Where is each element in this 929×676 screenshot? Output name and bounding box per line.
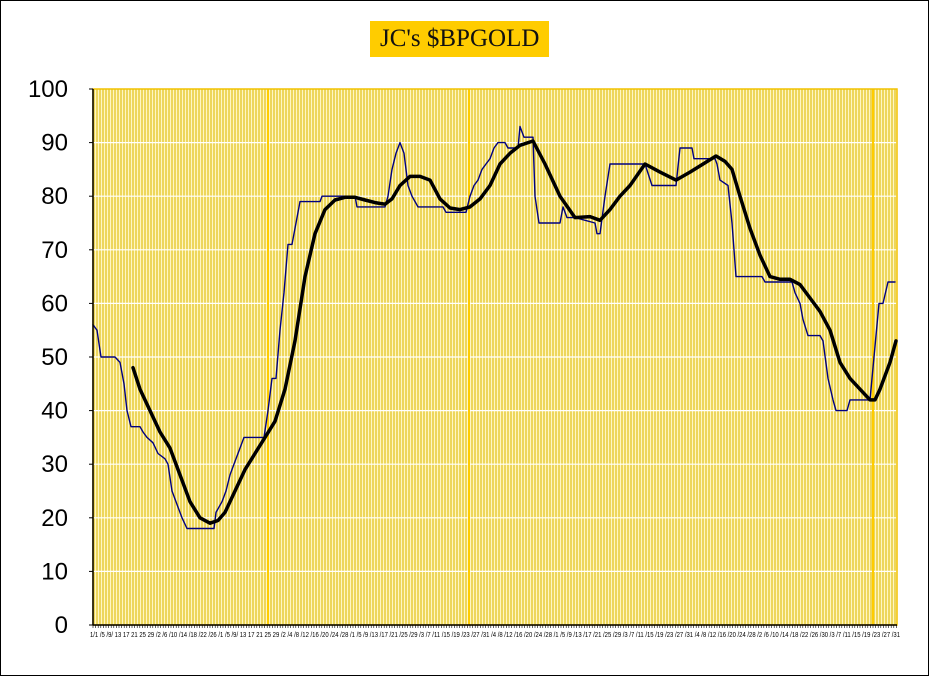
series-line-step <box>92 125 896 530</box>
y-tick-label: 80 <box>41 183 68 210</box>
y-tick-label: 30 <box>41 451 68 478</box>
y-tick-label: 40 <box>41 398 68 425</box>
chart-title: JC's $BPGOLD <box>370 21 550 57</box>
y-tick-label: 10 <box>41 558 68 585</box>
y-tick-label: 100 <box>28 76 68 103</box>
x-tick-labels: 1/1 /5 /9/ 13 17 21 25 29 /2 /6 /10 /14 … <box>90 632 900 639</box>
y-tick-label: 50 <box>41 344 68 371</box>
x-axis-ticks <box>92 625 897 628</box>
y-tick-label: 70 <box>41 237 68 264</box>
vertical-marker-lines <box>267 89 874 625</box>
y-tick-label: 90 <box>41 130 68 157</box>
y-tick-label: 0 <box>55 612 68 639</box>
horizontal-gridlines <box>93 142 897 573</box>
series-line-smoothed <box>131 139 898 525</box>
y-axis-ticks: 0 10 20 30 40 50 60 70 80 90 100 <box>28 76 93 639</box>
y-tick-label: 60 <box>41 290 68 317</box>
y-tick-label: 20 <box>41 505 68 532</box>
